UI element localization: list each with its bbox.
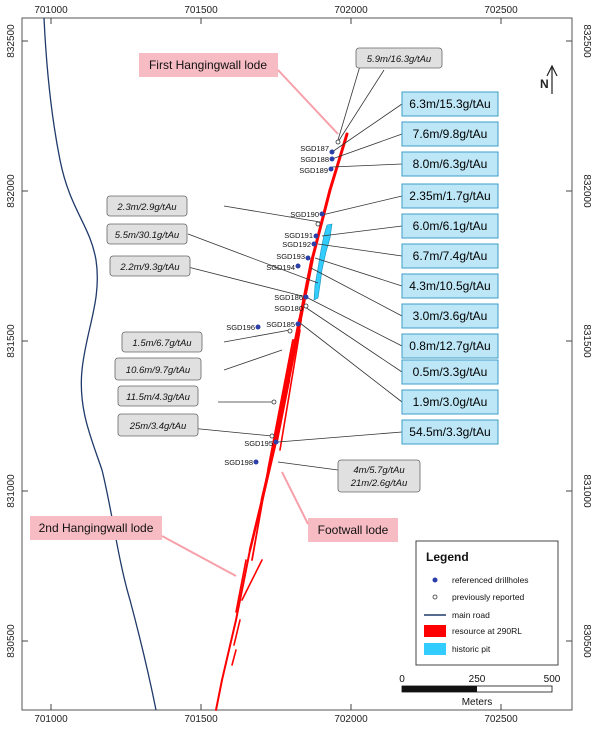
legend-referenced-swatch bbox=[432, 577, 438, 583]
intercept-new: 4.3m/10.5g/tAu bbox=[409, 279, 490, 293]
drillhole-label: SGD188 bbox=[300, 155, 329, 164]
previous-intercept-leaders bbox=[183, 65, 385, 471]
second-hangingwall-label: 2nd Hangingwall lode bbox=[39, 521, 154, 535]
x-tick-bottom-2: 701500 bbox=[184, 714, 218, 725]
x-tick-bottom-1: 701000 bbox=[34, 714, 68, 725]
drillhole-label: SGD192 bbox=[282, 240, 311, 249]
y-tick-left-3: 831500 bbox=[6, 324, 17, 358]
drillhole-label: SGD194 bbox=[266, 263, 295, 272]
y-tick-left-2: 832000 bbox=[6, 174, 17, 208]
x-tick-bottom-3: 702000 bbox=[334, 714, 368, 725]
y-tick-right-1: 832500 bbox=[581, 24, 592, 58]
intercept-previous: 10.6m/9.7g/tAu bbox=[126, 365, 191, 376]
drillhole-label: SGD189 bbox=[299, 166, 328, 175]
scale-tick: 500 bbox=[544, 674, 561, 685]
intercept-previous: 1.5m/6.7g/tAu bbox=[132, 338, 192, 349]
first-hangingwall-label: First Hangingwall lode bbox=[149, 58, 267, 72]
footwall-label-group: Footwall lode bbox=[281, 471, 398, 542]
drillhole-label: SGD187 bbox=[300, 144, 329, 153]
drillhole-label: SGD180 bbox=[274, 304, 303, 313]
main-road bbox=[43, 17, 157, 711]
first-hangingwall-label-group: First Hangingwall lode bbox=[139, 53, 339, 135]
y-tick-right-4: 831000 bbox=[581, 474, 592, 508]
y-tick-left-5: 830500 bbox=[6, 624, 17, 658]
drillhole-label: SGD193 bbox=[276, 252, 305, 261]
drillhole-label: SGD191 bbox=[284, 231, 313, 240]
drillhole-label: SGD196 bbox=[226, 323, 255, 332]
legend-title: Legend bbox=[426, 550, 469, 564]
intercept-new: 54.5m/3.3g/tAu bbox=[409, 425, 490, 439]
x-tick-top-4: 702500 bbox=[484, 5, 518, 16]
previous-intercepts: 5.9m/16.3g/tAu 2.3m/2.9g/tAu 5.5m/30.1g/… bbox=[106, 47, 443, 493]
intercept-new: 2.35m/1.7g/tAu bbox=[409, 189, 490, 203]
axis-ticks bbox=[22, 18, 572, 710]
intercept-new: 0.5m/3.3g/tAu bbox=[413, 365, 488, 379]
intercept-new: 6.3m/15.3g/tAu bbox=[409, 97, 490, 111]
intercept-previous: 11.5m/4.3g/tAu bbox=[126, 392, 190, 403]
intercept-new: 6.0m/6.1g/tAu bbox=[413, 219, 488, 233]
scale-unit: Meters bbox=[462, 697, 493, 708]
intercept-previous: 2.3m/2.9g/tAu bbox=[116, 202, 177, 213]
intercept-previous: 5.5m/30.1g/tAu bbox=[115, 230, 180, 241]
y-tick-right-5: 830500 bbox=[581, 624, 592, 658]
y-tick-right-2: 832000 bbox=[581, 174, 592, 208]
intercept-new: 7.6m/9.8g/tAu bbox=[413, 127, 488, 141]
intercept-new: 6.7m/7.4g/tAu bbox=[413, 249, 488, 263]
legend-item: resource at 290RL bbox=[452, 626, 522, 636]
legend-pit-swatch bbox=[424, 643, 446, 655]
intercept-new: 0.8m/12.7g/tAu bbox=[409, 339, 490, 353]
intercept-previous: 25m/3.4g/tAu bbox=[129, 421, 187, 432]
scale-bar: 0 250 500 Meters bbox=[399, 674, 561, 708]
new-intercept-leaders bbox=[277, 103, 403, 443]
legend-item: historic pit bbox=[452, 644, 491, 654]
y-tick-left-4: 831000 bbox=[6, 474, 17, 508]
legend-item: main road bbox=[452, 610, 490, 620]
legend-resource-swatch bbox=[424, 625, 446, 637]
drillhole-label: SGD195 bbox=[244, 439, 273, 448]
footwall-label: Footwall lode bbox=[318, 523, 389, 537]
referenced-drillholes bbox=[253, 149, 335, 465]
north-arrow-icon: N bbox=[540, 64, 558, 94]
scale-tick: 0 bbox=[399, 674, 405, 685]
legend-item: referenced drillholes bbox=[452, 575, 529, 585]
intercept-new: 1.9m/3.0g/tAu bbox=[413, 395, 488, 409]
intercept-previous: 4m/5.7g/tAu bbox=[353, 465, 405, 476]
intercept-new: 8.0m/6.3g/tAu bbox=[413, 157, 488, 171]
drillhole-label: SGD198 bbox=[224, 458, 253, 467]
intercept-new: 3.0m/3.6g/tAu bbox=[413, 309, 488, 323]
x-tick-top-1: 701000 bbox=[34, 5, 68, 16]
scale-tick: 250 bbox=[469, 674, 486, 685]
drillhole-label: SGD190 bbox=[290, 210, 319, 219]
y-tick-right-3: 831500 bbox=[581, 324, 592, 358]
drillhole-label: SGD185 bbox=[266, 320, 295, 329]
intercept-previous: 21m/2.6g/tAu bbox=[350, 478, 408, 489]
intercept-previous: 2.2m/9.3g/tAu bbox=[119, 262, 180, 273]
new-intercepts: 6.3m/15.3g/tAu 7.6m/9.8g/tAu 8.0m/6.3g/t… bbox=[401, 91, 499, 445]
historic-pit bbox=[313, 223, 333, 301]
legend-item: previously reported bbox=[452, 592, 525, 602]
drillhole-label: SGD186 bbox=[274, 293, 303, 302]
x-tick-top-2: 701500 bbox=[184, 5, 218, 16]
y-tick-left-1: 832500 bbox=[6, 24, 17, 58]
legend: Legend referenced drillholes previously … bbox=[415, 540, 559, 666]
previous-drillholes bbox=[269, 139, 341, 439]
resource-lodes bbox=[215, 132, 349, 711]
x-tick-top-3: 702000 bbox=[334, 5, 368, 16]
legend-previous-swatch bbox=[432, 594, 438, 600]
second-hangingwall-label-group: 2nd Hangingwall lode bbox=[30, 516, 237, 577]
x-tick-bottom-4: 702500 bbox=[484, 714, 518, 725]
intercept-previous: 5.9m/16.3g/tAu bbox=[367, 54, 432, 65]
north-arrow-label: N bbox=[540, 77, 549, 91]
